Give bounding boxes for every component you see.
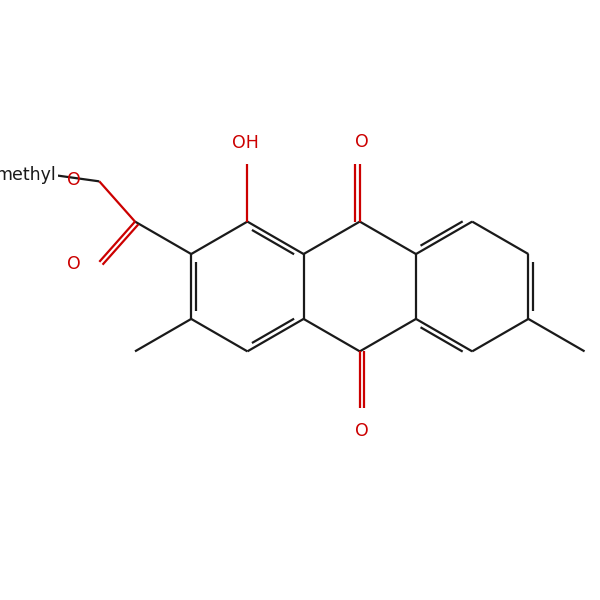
Text: O: O bbox=[67, 170, 81, 188]
Text: methyl: methyl bbox=[0, 166, 56, 184]
Text: O: O bbox=[355, 422, 368, 440]
Text: O: O bbox=[355, 133, 368, 151]
Text: O: O bbox=[67, 254, 81, 272]
Text: OH: OH bbox=[232, 134, 259, 152]
